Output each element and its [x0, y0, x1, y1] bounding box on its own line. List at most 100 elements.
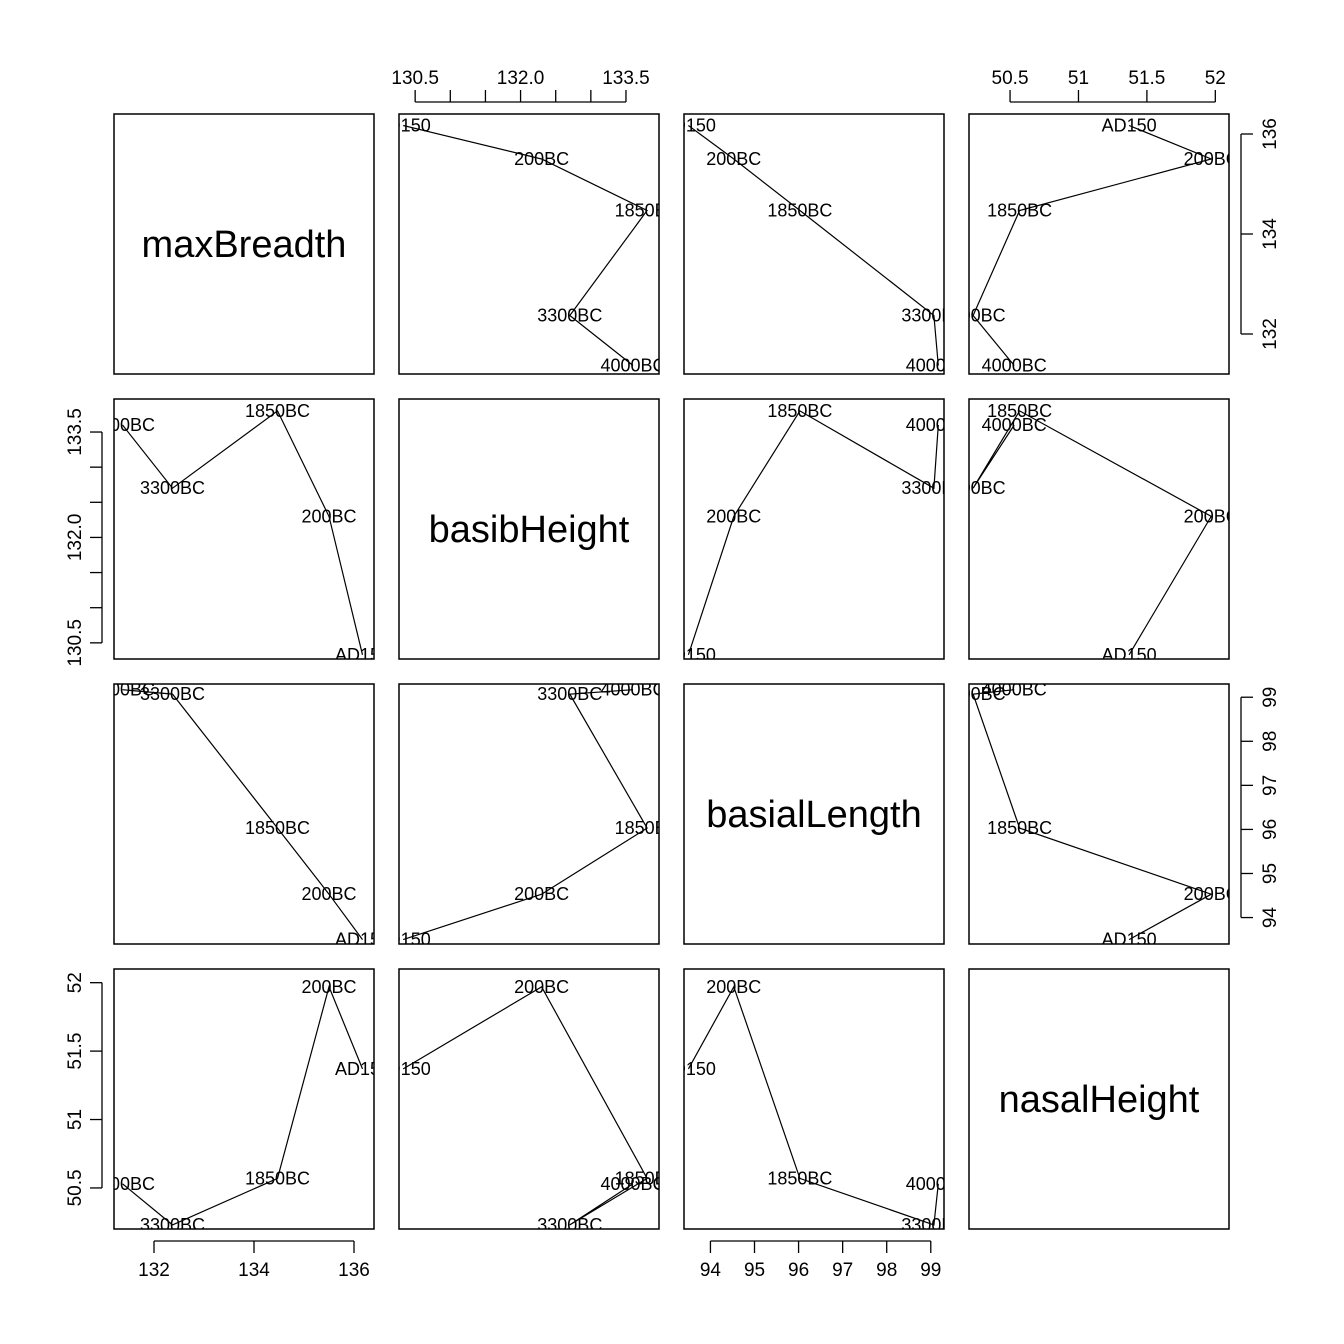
panel-3-1: 4000BC 3300BC 1850BC 200BC AD150	[398, 968, 680, 1235]
top-axis-nasalHeight: 50.5 51 51.5 52	[992, 68, 1226, 103]
point-label-AD150: AD150	[1102, 116, 1157, 136]
right-axis-maxBreadth: 132 134 136	[1240, 118, 1281, 350]
series-line-3-1	[402, 985, 648, 1226]
tick-label: 132.0	[65, 514, 86, 562]
point-label-AD150: AD150	[1102, 930, 1157, 950]
tick-label: 50.5	[992, 68, 1029, 89]
tick-label: 130.5	[391, 68, 439, 89]
tick-label: 51	[65, 1109, 86, 1130]
series-line-2-0	[122, 689, 363, 940]
left-axis-nasalHeight: 50.5 51 51.5 52	[65, 972, 103, 1206]
point-label-3300BC: 3300BC	[901, 478, 966, 498]
point-label-4000BC: 4000BC	[906, 1174, 971, 1194]
point-label-AD150: AD150	[335, 1059, 390, 1079]
series-line-0-2	[688, 125, 939, 366]
point-label-AD150: AD150	[376, 930, 431, 950]
series-line-2-3	[972, 689, 1213, 941]
point-label-1850BC: 1850BC	[987, 818, 1052, 838]
left-axis-basibHeight: 130.5 132.0 133.5	[65, 408, 103, 667]
panel-frame	[683, 968, 945, 1230]
variable-name-basialLength: basialLength	[706, 794, 922, 836]
tick-label: 51.5	[1128, 68, 1165, 89]
tick-label: 98	[876, 1260, 897, 1281]
tick-label: 52	[1205, 68, 1226, 89]
point-label-AD150: AD150	[661, 116, 716, 136]
point-label-4000BC: 4000BC	[906, 415, 971, 435]
variable-name-nasalHeight: nasalHeight	[999, 1079, 1200, 1121]
point-label-3300BC: 3300BC	[537, 684, 602, 704]
point-label-AD150: AD150	[661, 1059, 716, 1079]
tick-label: 134	[238, 1260, 270, 1281]
tick-label: 99	[920, 1260, 941, 1281]
panel-frame	[968, 113, 1230, 375]
point-label-1850BC: 1850BC	[245, 1168, 310, 1188]
point-label-AD150: AD150	[335, 645, 390, 665]
right-axis-basialLength: 94 95 96 97 98 99	[1240, 687, 1281, 928]
top-axis-basibHeight: 130.5 132.0 133.5	[391, 68, 650, 103]
point-label-4000BC: 4000BC	[90, 415, 155, 435]
point-label-200BC: 200BC	[301, 884, 356, 904]
series-line-3-2	[687, 985, 939, 1226]
panel-0-1: 4000BC 3300BC 1850BC 200BC AD150	[376, 113, 680, 376]
bottom-axis-basialLength: 94 95 96 97 98 99	[700, 1240, 941, 1281]
point-label-1850BC: 1850BC	[245, 401, 310, 421]
point-label-1850BC: 1850BC	[767, 401, 832, 421]
point-label-3300BC: 3300BC	[537, 1215, 602, 1235]
panel-frame	[398, 968, 660, 1230]
point-label-3300BC: 3300BC	[537, 306, 602, 326]
series-line-2-1	[403, 689, 648, 941]
variable-name-basibHeight: basibHeight	[429, 509, 630, 551]
series-line-1-0	[122, 409, 364, 655]
panel-frame	[113, 968, 375, 1230]
point-label-200BC: 200BC	[706, 149, 761, 169]
point-label-4000BC: 4000BC	[600, 1174, 665, 1194]
panel-frame	[968, 968, 1230, 1230]
point-label-4000BC: 4000BC	[982, 680, 1047, 700]
panel-frame	[398, 113, 660, 375]
panel-1-0: 4000BC 3300BC 1850BC 200BC AD150	[90, 398, 390, 665]
point-label-1850BC: 1850BC	[987, 401, 1052, 421]
point-label-3300BC: 3300BC	[140, 684, 205, 704]
point-label-1850BC: 1850BC	[615, 818, 680, 838]
point-label-1850BC: 1850BC	[615, 1168, 680, 1188]
bottom-axis-maxBreadth: 132 134 136	[138, 1240, 370, 1281]
tick-label: 134	[1260, 218, 1281, 250]
point-label-200BC: 200BC	[301, 506, 356, 526]
point-label-AD150: AD150	[376, 116, 431, 136]
tick-label: 133.5	[602, 68, 650, 89]
series-line-0-1	[403, 124, 649, 366]
variable-name-maxBreadth: maxBreadth	[142, 224, 347, 266]
tick-label: 130.5	[65, 619, 86, 667]
point-label-4000BC: 4000BC	[90, 680, 155, 700]
panel-frame	[113, 683, 375, 945]
point-label-200BC: 200BC	[1184, 506, 1239, 526]
panel-frame	[968, 398, 1230, 660]
point-label-200BC: 200BC	[514, 884, 569, 904]
panel-1-1: basibHeight	[398, 398, 660, 660]
point-label-1850BC: 1850BC	[615, 201, 680, 221]
point-label-200BC: 200BC	[514, 149, 569, 169]
panel-0-3: 4000BC 3300BC 1850BC 200BC AD150	[968, 113, 1239, 375]
point-label-3300BC: 3300BC	[140, 478, 205, 498]
tick-label: 51	[1068, 68, 1089, 89]
tick-label: 98	[1260, 731, 1281, 752]
point-label-200BC: 200BC	[514, 977, 569, 997]
point-label-1850BC: 1850BC	[767, 1168, 832, 1188]
point-label-4000BC: 4000BC	[600, 356, 665, 376]
tick-label: 95	[1260, 863, 1281, 884]
tick-label: 97	[1260, 775, 1281, 796]
panel-3-3: nasalHeight	[968, 968, 1230, 1230]
panel-frame	[113, 113, 375, 375]
panel-1-2: 4000BC 3300BC 1850BC 200BC AD150	[683, 398, 971, 660]
panel-frame	[683, 113, 945, 375]
tick-label: 97	[832, 1260, 853, 1281]
point-label-200BC: 200BC	[1184, 149, 1239, 169]
panel-3-2: 4000BC 3300BC 1850BC 200BC AD150	[661, 968, 971, 1230]
panel-0-0: maxBreadth	[113, 113, 375, 375]
tick-label: 132	[1260, 318, 1281, 350]
tick-label: 132	[138, 1260, 170, 1281]
tick-label: 96	[1260, 819, 1281, 840]
